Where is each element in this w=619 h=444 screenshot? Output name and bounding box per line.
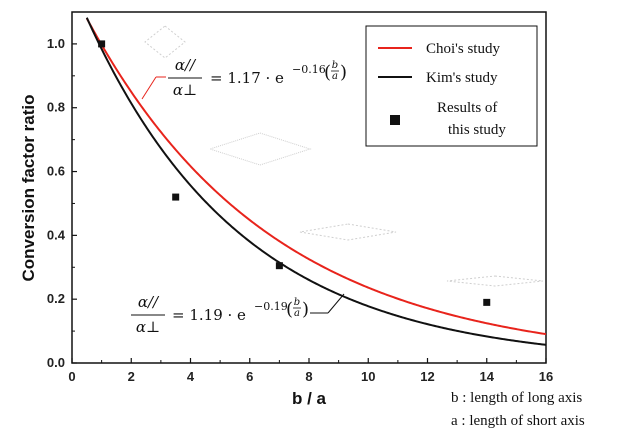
choi-eq-frac-den: a bbox=[332, 71, 338, 82]
kim-eq-den: α⊥ bbox=[136, 318, 160, 336]
legend-label-kim: Kim's study bbox=[426, 70, 498, 86]
choi-study-line bbox=[85, 17, 546, 336]
kim-eq-frac-den: a bbox=[294, 308, 300, 319]
rhombus-illustration-3 bbox=[299, 223, 397, 241]
legend: Choi's study Kim's study Results of this… bbox=[365, 25, 538, 147]
result-point bbox=[98, 40, 106, 48]
choi-eq-frac-num: b bbox=[332, 60, 338, 71]
choi-eq-den: α⊥ bbox=[173, 81, 197, 99]
result-point bbox=[172, 193, 180, 201]
x-tick-label: 6 bbox=[246, 369, 253, 384]
rhombus-illustration-1 bbox=[144, 25, 186, 59]
y-tick-label: 0.6 bbox=[47, 164, 65, 179]
series-curves bbox=[85, 17, 546, 346]
y-tick-label: 0.8 bbox=[47, 100, 65, 115]
x-tick-label: 4 bbox=[187, 369, 195, 384]
kim-eq-frac-num: b bbox=[294, 297, 300, 308]
choi-equation: α// α⊥ = 1.17 · e −0.16 ( b a ) bbox=[141, 56, 347, 100]
kim-eq-paren-r: ) bbox=[302, 299, 309, 320]
kim-equation: α// α⊥ = 1.19 · e −0.19 ( b a ) bbox=[131, 293, 345, 336]
kim-eq-exp: −0.19 bbox=[254, 300, 288, 313]
legend-swatch-results bbox=[390, 115, 400, 125]
result-point bbox=[483, 298, 491, 306]
legend-box bbox=[365, 25, 538, 147]
axis-ticks: 0 2 4 6 8 10 12 14 16 0.0 0.2 0.4 0.6 0.8 1.0 bbox=[47, 11, 553, 384]
x-tick-label: 12 bbox=[420, 369, 434, 384]
kim-equation-leader-2 bbox=[327, 293, 345, 314]
choi-equation-leader bbox=[141, 76, 157, 100]
kim-study-line bbox=[85, 17, 546, 346]
x-tick-label: 14 bbox=[480, 369, 495, 384]
rhombus-illustration-2 bbox=[208, 132, 312, 166]
shape-illustrations bbox=[144, 25, 544, 287]
x-tick-label: 2 bbox=[128, 369, 135, 384]
x-tick-label: 0 bbox=[68, 369, 75, 384]
choi-eq-paren-l: ( bbox=[324, 62, 331, 83]
legend-label-results-line2: this study bbox=[448, 122, 506, 138]
x-tick-label: 10 bbox=[361, 369, 375, 384]
x-tick-label: 16 bbox=[539, 369, 553, 384]
choi-eq-rhs: = 1.17 · e bbox=[210, 69, 284, 87]
result-point bbox=[275, 262, 283, 270]
kim-eq-num: α// bbox=[138, 293, 160, 311]
choi-eq-exp: −0.16 bbox=[292, 63, 326, 76]
y-axis-title: Conversion factor ratio bbox=[19, 94, 38, 281]
series-markers bbox=[98, 40, 491, 306]
kim-eq-rhs: = 1.19 · e bbox=[172, 306, 246, 324]
y-tick-label: 0.2 bbox=[47, 291, 65, 306]
legend-label-choi: Choi's study bbox=[426, 41, 500, 57]
note-long-axis: b : length of long axis bbox=[451, 390, 582, 406]
rhombus-illustration-4 bbox=[446, 275, 544, 287]
note-short-axis: a : length of short axis bbox=[451, 413, 585, 429]
y-tick-label: 0.4 bbox=[47, 227, 66, 242]
choi-eq-paren-r: ) bbox=[340, 62, 347, 83]
x-tick-label: 8 bbox=[305, 369, 312, 384]
y-tick-label: 0.0 bbox=[47, 355, 65, 370]
legend-label-results: Results of bbox=[437, 100, 497, 116]
kim-eq-paren-l: ( bbox=[286, 299, 293, 320]
y-tick-label: 1.0 bbox=[47, 36, 65, 51]
choi-eq-num: α// bbox=[175, 56, 197, 74]
x-axis-title: b / a bbox=[292, 389, 327, 408]
